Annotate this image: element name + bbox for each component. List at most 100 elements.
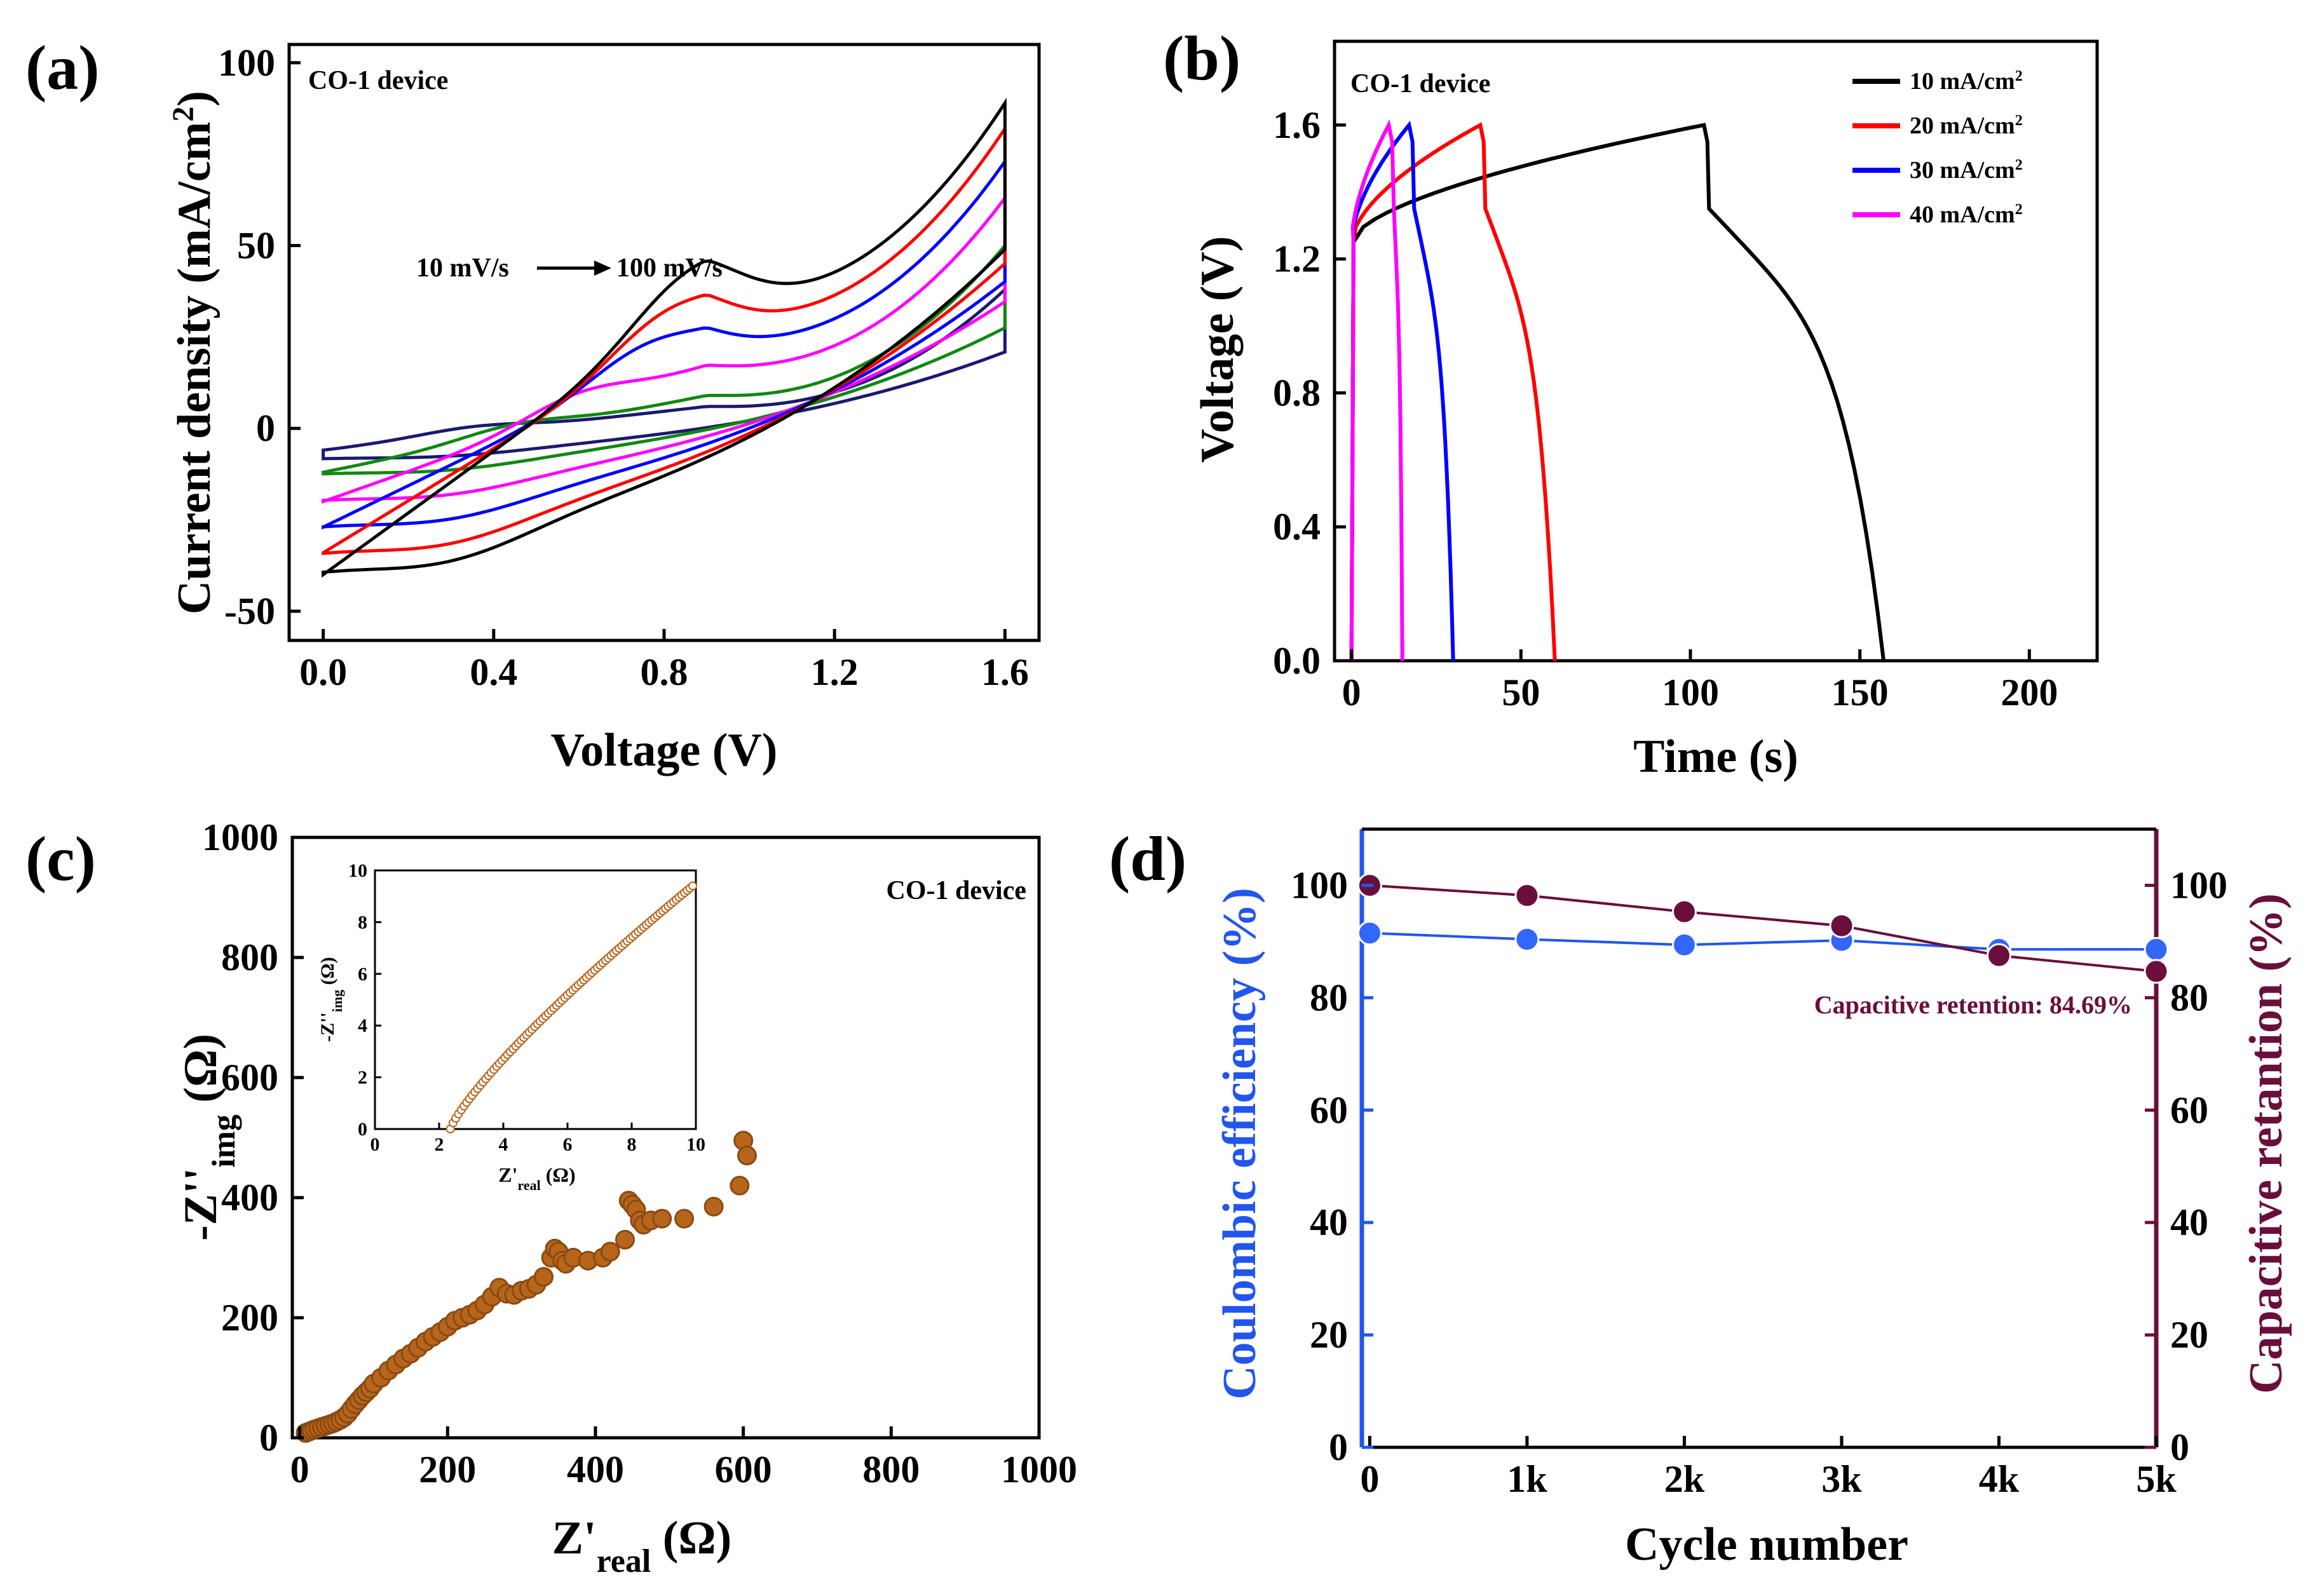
panel-d-x-tick-label: 5k (2136, 1458, 2177, 1500)
panel-c-y-axis-label-main: -Z'' (175, 1168, 227, 1241)
panel-c-inset-y-tick-label: 8 (358, 912, 367, 933)
panel-c-inset-y-tick-label: 6 (358, 964, 367, 985)
legend-label: 20 mA/cm2 (1910, 112, 2023, 139)
panel-d-right-ticks: 0 20 40 60 80 100 (2145, 864, 2227, 1468)
panel-c-device-label: CO-1 device (887, 876, 1026, 905)
panel-c-inset-x-ticks: 0 2 4 6 8 10 (370, 1123, 705, 1155)
panel-c-inset-y-axis-label: -Z''img (Ω) (317, 957, 345, 1042)
inset-point (688, 881, 697, 891)
panel-c-x-axis-label: Z'real (Ω) (552, 1512, 732, 1579)
series-point-right (1514, 882, 1540, 908)
panel-a-y-axis-label: Current density (mA/cm2) (166, 91, 221, 614)
panel-d-right-tick-label: 80 (2170, 977, 2208, 1018)
panel-a-annotation-to: 100 mV/s (616, 254, 723, 283)
panel-a-x-ticks: 0.0 0.4 0.8 1.2 1.6 (299, 629, 1029, 693)
panel-c-points (296, 1130, 757, 1443)
panel-c-inset: 0 2 4 6 8 10 0 2 4 6 8 10 Z'real (Ω) -Z''img (Ω) (317, 860, 705, 1193)
panel-a-x-tick-label: 1.2 (811, 651, 859, 693)
panel-c-y-axis-label-sub: img (206, 1114, 242, 1168)
panel-a-x-tick-label: 0.4 (470, 651, 517, 693)
series-point-left (1357, 921, 1382, 946)
cv-curve-20-mv-s (322, 241, 1007, 476)
panel-a-device-label: CO-1 device (308, 66, 448, 95)
panel-d-x-tick-label: 0 (1360, 1458, 1379, 1500)
nyquist-point (737, 1146, 757, 1166)
panel-d-left-tick-label: 40 (1310, 1201, 1348, 1243)
cv-curve-100-mv-s (322, 97, 1007, 578)
series-line-right (1369, 884, 2157, 973)
panel-a-y-ticks: -50 0 50 100 (218, 42, 301, 632)
gcd-curve-40-ma (1349, 119, 1404, 661)
panel-c-y-tick-label: 800 (221, 936, 278, 978)
legend-label-sup: 2 (2015, 112, 2023, 129)
legend-label: 10 mA/cm2 (1910, 68, 2023, 95)
panel-c-inset-y-axis-label-main: -Z'' (317, 1012, 338, 1042)
panel-c-frame (290, 835, 1041, 1440)
panel-a-x-tick-label: 0.0 (299, 651, 347, 693)
panel-b-frame (1333, 39, 2099, 663)
panel-a-x-tick-label: 0.8 (641, 651, 688, 693)
panel-a-curves (322, 97, 1007, 578)
cv-curve-40-mv-s (322, 193, 1007, 504)
panel-d-x-ticks: 0 1k 2k 3k 4k 5k (1360, 1436, 2177, 1500)
series-point-right (1987, 943, 2011, 968)
panel-a-x-axis-label: Voltage (V) (551, 724, 778, 776)
panel-d-right-tick-label: 100 (2170, 864, 2227, 906)
panel-d-left-y-axis-label: Coulombic efficiency (%) (1214, 888, 1266, 1400)
series-point-left (2144, 936, 2169, 962)
panel-c-x-tick-label: 0 (290, 1449, 309, 1491)
panel-c-inset-x-tick-label: 6 (563, 1134, 573, 1155)
panel-a-annotation-from: 10 mV/s (416, 254, 509, 283)
gcd-curve-20-ma (1349, 122, 1557, 661)
panel-c-inset-y-tick-label: 10 (348, 860, 367, 881)
nyquist-point (730, 1175, 750, 1196)
panel-c-y-axis-label: -Z''img (Ω) (175, 1034, 242, 1241)
series-line-left (1369, 931, 2156, 951)
gcd-curve-30-ma (1349, 120, 1455, 661)
panel-c-y-ticks: 0 200 400 600 800 1000 (202, 816, 304, 1459)
panel-c-x-tick-label: 1000 (1001, 1449, 1077, 1491)
nyquist-point (534, 1267, 554, 1287)
panel-d-right-tick-label: 60 (2170, 1089, 2208, 1131)
panel-c-inset-frame (374, 869, 697, 1130)
panel-d-left-tick-label: 20 (1310, 1314, 1348, 1356)
panel-b-y-tick-label: 1.6 (1273, 104, 1321, 146)
legend-label-main: 10 mA/cm (1910, 68, 2015, 95)
legend-label-main: 20 mA/cm (1910, 112, 2015, 139)
series-point-right (1671, 899, 1697, 924)
panel-d-cycling-plot: (d) 0 1k 2k 3k 4k 5k 0 20 40 60 80 100 0 20 40 60 80 10… (1109, 823, 2292, 1571)
panel-b-curves (1349, 119, 1886, 661)
nyquist-point (674, 1208, 695, 1229)
panel-c-x-tick-label: 600 (715, 1449, 772, 1491)
panel-c-inset-x-tick-label: 2 (435, 1134, 444, 1155)
panel-c-y-tick-label: 400 (221, 1177, 278, 1219)
panel-b-x-tick-label: 0 (1342, 672, 1361, 713)
panel-c-inset-y-axis-label-sub: img (329, 990, 345, 1012)
panel-c-y-tick-label: 200 (221, 1297, 278, 1339)
legend-label-sup: 2 (2015, 157, 2023, 173)
panel-b-x-tick-label: 100 (1662, 672, 1719, 713)
panel-a-arrowhead-icon (594, 260, 611, 276)
panel-b-x-tick-label: 50 (1502, 672, 1540, 713)
panel-c-y-axis-label-unit: (Ω) (175, 1034, 227, 1114)
panel-d-left-tick-label: 80 (1310, 977, 1348, 1018)
series-point-left (1514, 926, 1540, 952)
panel-a-y-tick-label: -50 (224, 590, 275, 632)
panel-c-inset-points (445, 881, 697, 1133)
panel-c-inset-y-tick-label: 2 (358, 1067, 367, 1088)
panel-c-inset-x-axis-label: Z'real (Ω) (498, 1163, 575, 1193)
panel-c-inset-x-tick-label: 8 (627, 1134, 637, 1155)
panel-c-nyquist-plot: (c) 0 200 400 600 800 1000 02004006008001000 … (25, 816, 1077, 1579)
legend-label-sup: 2 (2015, 68, 2023, 85)
panel-c-y-tick-label: 1000 (202, 816, 278, 858)
panel-c-inset-y-axis-label-unit: (Ω) (317, 957, 338, 990)
panel-a-y-axis-label-sup: 2 (166, 107, 200, 122)
panel-c-inset-x-tick-label: 0 (370, 1134, 380, 1155)
panel-b-gcd-plot: (b) 0 50 100 150 200 0.0 0.4 0.8 1.2 1.6 CO-1 de… (1163, 23, 2099, 783)
panel-b-y-ticks: 0.0 0.4 0.8 1.2 1.6 (1273, 104, 1346, 682)
panel-d-right-tick-label: 40 (2170, 1201, 2208, 1243)
nyquist-point (703, 1196, 724, 1217)
panel-b-y-tick-label: 1.2 (1273, 238, 1321, 280)
panel-c-inset-x-axis-label-unit: (Ω) (541, 1163, 576, 1186)
